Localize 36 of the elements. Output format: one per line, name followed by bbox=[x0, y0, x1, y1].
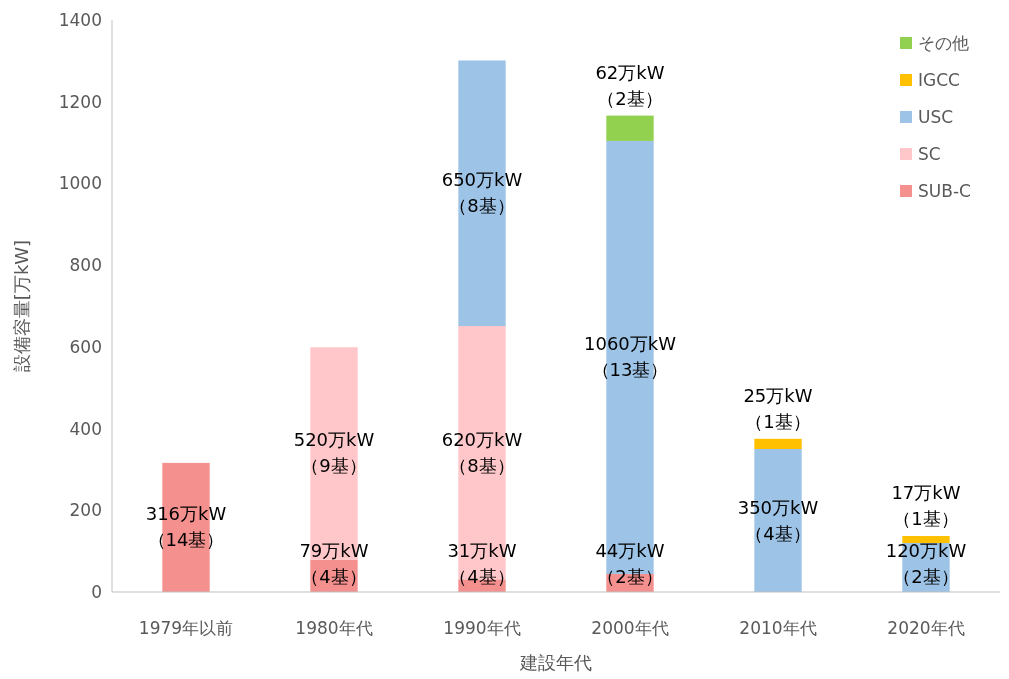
legend-label: SUB-C bbox=[918, 181, 971, 201]
data-label: 650万kW （8基） bbox=[441, 169, 523, 217]
y-tick-label: 200 bbox=[69, 500, 102, 521]
x-tick-label: 1979年以前 bbox=[138, 618, 234, 638]
x-tick-label: 2020年代 bbox=[887, 618, 965, 638]
data-label: 520万kW （9基） bbox=[293, 429, 375, 477]
y-tick-label: 1000 bbox=[58, 173, 102, 194]
data-label: 79万kW （4基） bbox=[299, 540, 369, 587]
y-tick-label: 1400 bbox=[58, 10, 102, 30]
data-label: 350万kW （4基） bbox=[737, 496, 819, 544]
data-label: 316万kW （14基） bbox=[145, 503, 227, 551]
data-label: 620万kW （8基） bbox=[441, 428, 523, 476]
y-tick-label: 400 bbox=[69, 418, 102, 439]
bar bbox=[902, 536, 950, 543]
data-label: 62万kW （2基） bbox=[595, 61, 665, 109]
x-tick-label: 1990年代 bbox=[443, 618, 521, 638]
legend-label: USC bbox=[918, 107, 954, 127]
data-label: 17万kW （1基） bbox=[891, 482, 961, 530]
y-axis-title: 設備容量[万kW] bbox=[11, 239, 32, 373]
x-tick-label: 1980年代 bbox=[295, 618, 373, 638]
data-label: 120万kW （2基） bbox=[885, 540, 967, 587]
x-tick-label: 2000年代 bbox=[591, 618, 669, 638]
y-tick-label: 1200 bbox=[58, 91, 102, 112]
y-tick-label: 600 bbox=[69, 336, 102, 357]
y-tick-label: 0 bbox=[91, 582, 102, 602]
y-tick-label: 800 bbox=[69, 255, 102, 276]
data-label: 31万kW （4基） bbox=[447, 540, 517, 587]
legend-label: その他 bbox=[918, 33, 969, 53]
x-axis-title: 建設年代 bbox=[519, 652, 592, 673]
legend-label: SC bbox=[918, 144, 941, 164]
x-tick-label: 2010年代 bbox=[739, 618, 817, 638]
data-label: 25万kW （1基） bbox=[743, 384, 813, 432]
bar bbox=[754, 438, 802, 449]
data-label: 1060万kW （13基） bbox=[583, 333, 677, 381]
data-label: 44万kW （2基） bbox=[595, 540, 665, 587]
legend-label: IGCC bbox=[918, 70, 960, 90]
